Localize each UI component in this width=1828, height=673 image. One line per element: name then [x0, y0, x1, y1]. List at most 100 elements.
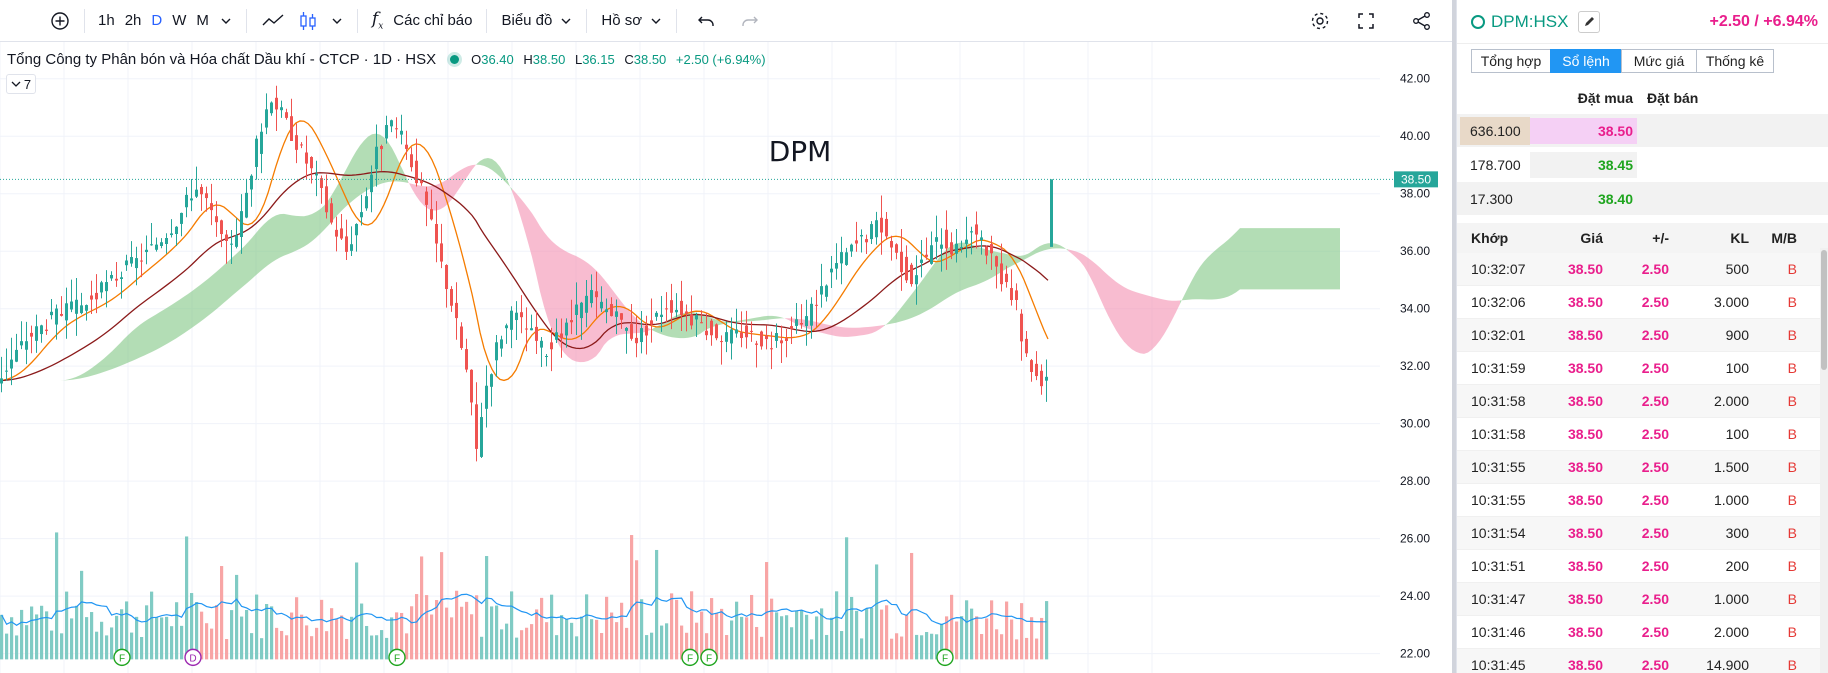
ichimoku-cloud-segment [780, 316, 784, 319]
candle-body [930, 245, 933, 264]
ichimoku-cloud-segment [1324, 228, 1328, 290]
bid-price[interactable]: 38.40 [1530, 185, 1637, 212]
candle-body [910, 264, 913, 285]
tab-1[interactable]: Sổ lệnh [1550, 49, 1622, 73]
volume-bar [295, 597, 299, 660]
toolbar-divider [586, 8, 588, 33]
candle-body [1035, 363, 1038, 377]
volume-bar [830, 617, 834, 660]
candle-body [525, 328, 528, 330]
symbol-title[interactable]: DPM:HSX [1471, 12, 1568, 32]
interval-1h[interactable]: 1h [98, 12, 115, 29]
candle-body [900, 251, 903, 273]
ichimoku-cloud-segment [384, 137, 388, 183]
ichimoku-cloud-segment [192, 288, 196, 328]
ichimoku-cloud-segment [96, 361, 100, 375]
ichimoku-cloud-segment [880, 324, 884, 330]
indicator-list-toggle[interactable]: 7 [6, 74, 36, 94]
toolbar-divider [676, 8, 678, 33]
ichimoku-cloud-segment [1320, 228, 1324, 290]
volume-bar [550, 594, 554, 660]
candle-body [655, 312, 658, 317]
share-button[interactable] [1404, 6, 1440, 36]
orderbook-row[interactable]: 636.100 38.50 [1457, 113, 1828, 147]
bid-price[interactable]: 38.50 [1530, 117, 1637, 144]
candle-body [985, 246, 988, 256]
interval-m[interactable]: M [196, 12, 209, 29]
ichimoku-cloud-segment [228, 257, 232, 300]
trades-list[interactable]: 10:32:07 38.50 2.50 500 B 10:32:06 38.50 2.50 3.… [1457, 253, 1828, 673]
candle-body [745, 325, 748, 338]
volume-bar [55, 532, 59, 660]
ichimoku-cloud-segment [464, 166, 468, 182]
trade-volume: 200 [1725, 558, 1749, 574]
settings-button[interactable] [1302, 6, 1338, 36]
undo-button[interactable] [691, 6, 723, 36]
tab-0[interactable]: Tổng hợp [1471, 49, 1551, 73]
trade-price: 38.50 [1567, 492, 1603, 508]
last-price-label: 38.50 [1401, 172, 1431, 186]
profile-menu[interactable]: Hồ sơ [595, 6, 668, 36]
candle-body [555, 332, 558, 340]
orderbook-row[interactable]: 178.700 38.45 [1457, 147, 1828, 181]
scrollbar-thumb[interactable] [1821, 250, 1827, 370]
interval-dropdown-button[interactable] [214, 6, 238, 36]
ichimoku-cloud-segment [1072, 250, 1076, 258]
ichimoku-cloud-segment [180, 296, 184, 336]
ichimoku-cloud-segment [1260, 228, 1264, 290]
candle-body [80, 305, 83, 314]
tab-3[interactable]: Thống kê [1696, 49, 1774, 73]
chart-style-dropdown[interactable] [325, 6, 349, 36]
chevron-down-icon [332, 18, 342, 24]
tab-2[interactable]: Mức giá [1621, 49, 1697, 73]
volume-bar [160, 617, 164, 660]
ichimoku-cloud-segment [648, 327, 652, 332]
volume-bar [285, 635, 289, 660]
trade-side: B [1787, 261, 1797, 277]
edit-symbol-button[interactable] [1578, 10, 1601, 33]
add-symbol-button[interactable] [44, 6, 76, 36]
volume-bar [65, 591, 69, 660]
pane-resize-handle[interactable] [1452, 0, 1456, 673]
volume-bar [120, 609, 124, 660]
volume-bar [980, 634, 984, 660]
volume-bar [560, 615, 564, 660]
volume-bar [1020, 603, 1024, 660]
chevron-down-icon [651, 18, 661, 24]
trade-time: 10:31:55 [1471, 492, 1526, 508]
bid-price[interactable]: 38.45 [1530, 151, 1637, 178]
chart-type-menu[interactable]: Biểu đồ [495, 6, 578, 36]
trade-side: B [1787, 492, 1797, 508]
ichimoku-cloud-segment [292, 215, 296, 253]
interval-d[interactable]: D [151, 12, 163, 29]
volume-bar [1005, 601, 1009, 660]
volume-bar [455, 590, 459, 660]
indicators-button[interactable]: fx Các chỉ báo [366, 6, 479, 36]
close-label: C [624, 52, 634, 67]
line-chart-button[interactable] [255, 6, 291, 36]
volume-bar [880, 609, 884, 660]
candle-body [100, 282, 103, 293]
ichimoku-cloud-segment [1288, 228, 1292, 290]
price-chart-canvas[interactable]: 42.00 40.00 38.00 36.00 34.00 32.00 30.00 28.00… [0, 42, 1452, 673]
interval-2h[interactable]: 2h [124, 12, 142, 29]
volume-bar [10, 617, 14, 660]
trades-scrollbar[interactable] [1820, 248, 1828, 673]
volume-bar [1010, 619, 1014, 660]
trade-change: 2.50 [1641, 657, 1669, 673]
orderbook-row[interactable]: 17.300 38.40 [1457, 181, 1828, 215]
redo-button[interactable] [733, 6, 765, 36]
ichimoku-cloud-segment [1160, 298, 1164, 341]
ichimoku-cloud-segment [1272, 228, 1276, 290]
candle-body [1015, 290, 1018, 300]
interval-w[interactable]: W [172, 12, 187, 29]
fullscreen-button[interactable] [1348, 6, 1384, 36]
candle-body [1025, 338, 1028, 354]
volume-bar [855, 610, 859, 660]
candle-body [565, 322, 568, 336]
chart-pane[interactable]: 1h 2h D W M fx Các chỉ báo Biểu đồ Hồ sơ [0, 0, 1456, 673]
candle-body [735, 329, 738, 334]
ichimoku-cloud-segment [1204, 257, 1208, 300]
ichimoku-cloud-segment [928, 266, 932, 311]
candle-chart-button[interactable] [291, 6, 325, 36]
